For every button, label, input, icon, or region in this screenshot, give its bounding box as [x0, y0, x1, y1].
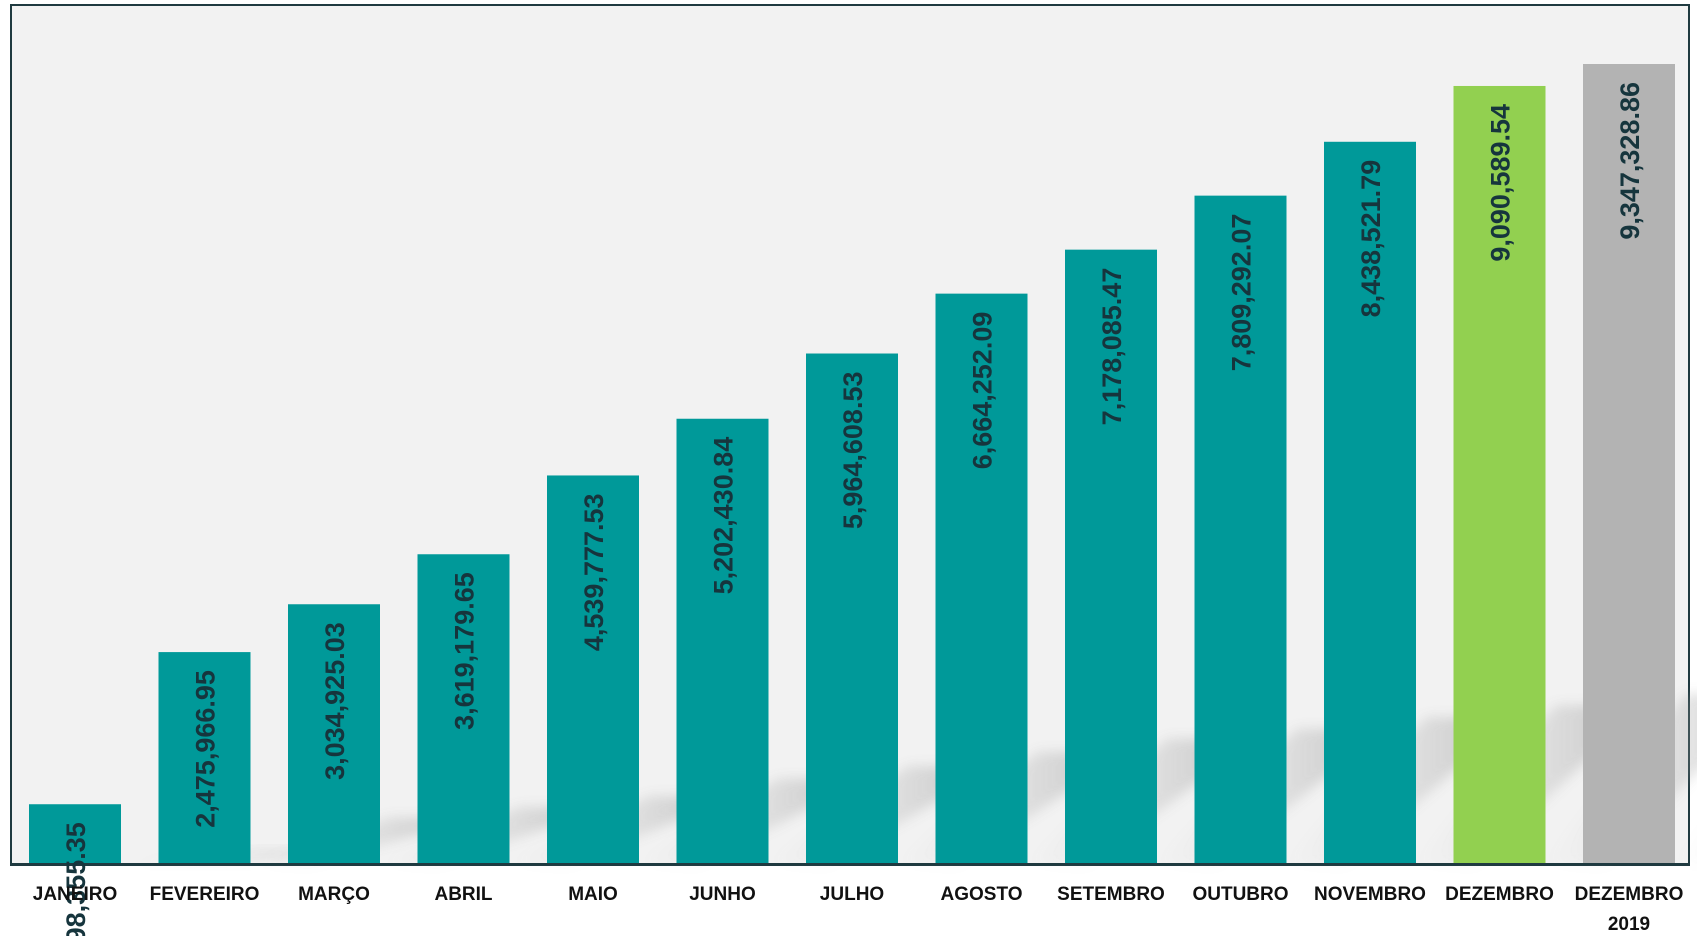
bar	[158, 652, 251, 864]
data-label: 4,539,777.53	[579, 493, 609, 651]
bar	[935, 293, 1028, 864]
tick-label: DEZEMBRO	[1575, 884, 1684, 905]
tick-label: MARÇO	[298, 884, 370, 905]
data-label: 5,964,608.53	[838, 372, 868, 530]
tick-label: 2019	[1608, 914, 1650, 935]
tick-label: JUNHO	[689, 884, 756, 905]
tick-label: AGOSTO	[941, 884, 1023, 905]
bar	[1453, 85, 1546, 865]
bar	[676, 418, 769, 864]
tick-label: NOVEMBRO	[1314, 884, 1426, 905]
value-labels: 698,355.35 2,475,966.95 3,034,925.03 3,619,…	[61, 82, 1645, 936]
bar	[1065, 249, 1157, 865]
tick-label: OUTUBRO	[1192, 884, 1288, 905]
data-label: 3,619,179.65	[450, 572, 480, 730]
data-label: 9,090,589.54	[1486, 104, 1516, 262]
data-label: 8,438,521.79	[1356, 160, 1386, 318]
bar	[547, 475, 639, 864]
bar	[288, 604, 380, 864]
data-label: 698,355.35	[61, 822, 91, 936]
data-label: 7,809,292.07	[1227, 214, 1257, 372]
bars	[29, 64, 1675, 865]
bar	[806, 353, 898, 864]
data-label: 9,347,328.86	[1615, 82, 1645, 240]
bar	[1583, 64, 1675, 864]
category-labels: JANEIRO FEVEREIRO MARÇO ABRIL MAIO JUNHO JULHO…	[33, 884, 1684, 935]
tick-label: SETEMBRO	[1057, 884, 1165, 905]
data-label: 5,202,430.84	[709, 437, 739, 595]
tick-label: MAIO	[568, 884, 618, 905]
bar-shadow	[1675, 837, 1697, 864]
bar	[1324, 141, 1416, 864]
tick-label: ABRIL	[434, 884, 492, 905]
tick-label: JANEIRO	[33, 884, 117, 905]
bar	[417, 554, 510, 864]
tick-label: DEZEMBRO	[1445, 884, 1554, 905]
bar	[29, 804, 121, 864]
data-label: 6,664,252.09	[968, 312, 998, 470]
data-label: 7,178,085.47	[1097, 268, 1127, 426]
bar	[1194, 195, 1287, 864]
data-label: 2,475,966.95	[191, 670, 221, 828]
data-label: 3,034,925.03	[320, 622, 350, 780]
tick-label: FEVEREIRO	[150, 884, 260, 905]
tick-label: JULHO	[820, 884, 884, 905]
